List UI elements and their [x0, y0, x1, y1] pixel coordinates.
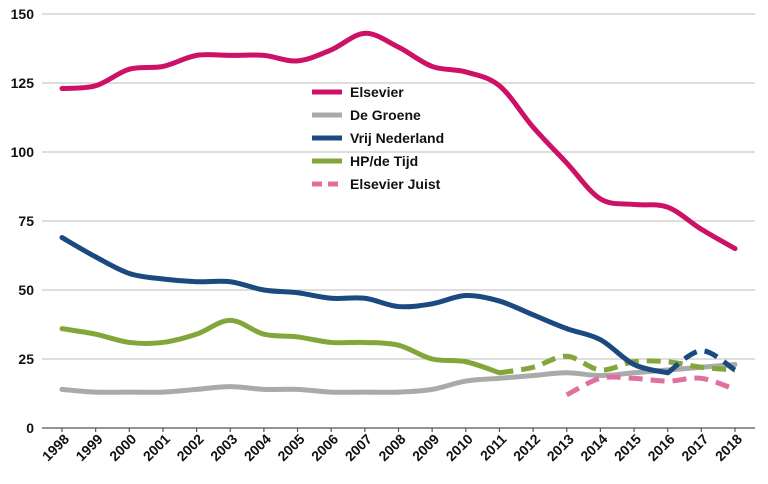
x-tick-label: 2001	[140, 431, 173, 464]
legend-label-elsevier: Elsevier	[350, 84, 404, 100]
y-tick-label: 75	[18, 213, 34, 229]
y-tick-label: 125	[11, 75, 35, 91]
y-tick-label: 50	[18, 282, 34, 298]
series-line-vrij-nederland-dashed	[666, 348, 737, 375]
x-tick-label: 2008	[375, 431, 408, 464]
x-tick-label: 2000	[106, 431, 139, 464]
legend: Elsevier De Groene Vrij Nederland HP/de Tij…	[312, 84, 444, 192]
x-tick-label: 2014	[577, 431, 610, 464]
x-tick-label: 2018	[712, 431, 745, 464]
x-tick-label: 1998	[39, 431, 72, 464]
x-tick-label: 2015	[611, 431, 644, 464]
series-line-elsevier	[59, 30, 738, 252]
x-tick-label: 2003	[207, 431, 240, 464]
x-tick-label: 2013	[544, 431, 577, 464]
series-line-elsevier-juist	[565, 374, 736, 398]
series-lines	[59, 30, 738, 398]
legend-label-hp-de-tijd: HP/de Tijd	[350, 153, 418, 169]
legend-label-vrij-nederland: Vrij Nederland	[350, 130, 444, 146]
y-axis-ticks: 0 25 50 75 100 125 150	[11, 6, 35, 436]
x-tick-label: 1999	[72, 431, 105, 464]
x-axis-ticks: 1998 1999 2000 2001 2002 2003 2004 2005 2006 2007…	[39, 428, 745, 464]
y-tick-label: 0	[26, 420, 34, 436]
y-tick-label: 100	[11, 144, 35, 160]
series-line-vrij-nederland	[59, 235, 671, 376]
y-tick-label: 150	[11, 6, 35, 22]
series-line-hp-de-tijd	[59, 317, 502, 376]
legend-label-elsevier-juist: Elsevier Juist	[350, 176, 441, 192]
gridlines	[42, 13, 755, 429]
x-tick-label: 2016	[644, 431, 677, 464]
x-tick-label: 2012	[510, 431, 543, 464]
x-tick-label: 2006	[308, 431, 341, 464]
x-tick-label: 2017	[678, 431, 711, 464]
x-tick-label: 2009	[409, 431, 442, 464]
x-tick-label: 2005	[274, 431, 307, 464]
x-tick-label: 2002	[173, 431, 206, 464]
x-tick-label: 2011	[477, 431, 510, 464]
x-tick-label: 2007	[342, 431, 375, 464]
x-tick-label: 2004	[241, 431, 274, 464]
y-tick-label: 25	[18, 351, 34, 367]
series-line-hp-de-tijd-dashed	[499, 353, 736, 376]
series-line-de-groene	[59, 362, 738, 395]
legend-label-de-groene: De Groene	[350, 107, 421, 123]
x-tick-label: 2010	[443, 431, 476, 464]
